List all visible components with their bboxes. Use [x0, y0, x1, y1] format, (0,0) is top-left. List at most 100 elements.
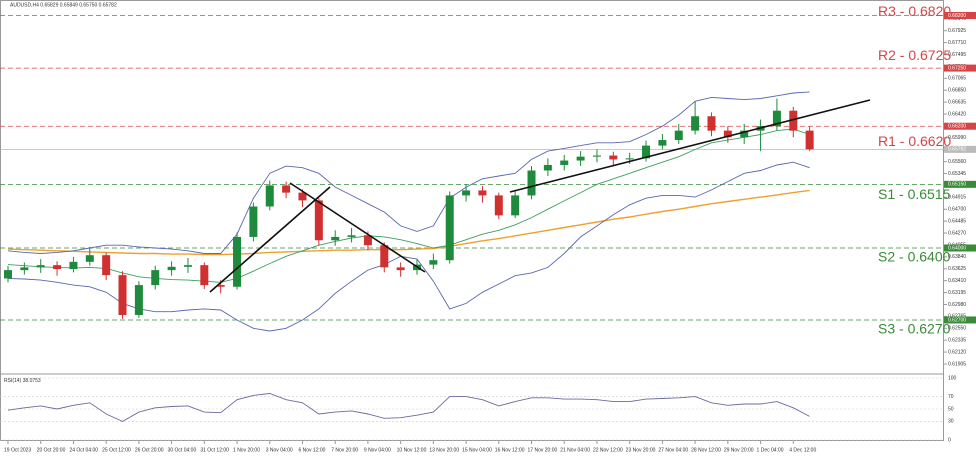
- x-tick-label: 26 Oct 20:00: [135, 447, 164, 453]
- rsi-name: RSI(14): [4, 378, 22, 384]
- y-tick-label: 0.66420: [948, 111, 966, 117]
- level-axis-box: [944, 180, 976, 188]
- candle-body: [805, 130, 814, 150]
- y-tick-label: 0.64485: [948, 218, 966, 224]
- candle-body: [134, 285, 143, 315]
- y-tick-label: 0.62980: [948, 302, 966, 308]
- y-tick-label: 0.64700: [948, 207, 966, 213]
- candle-body: [527, 170, 536, 196]
- y-tick-label: 0.67925: [948, 28, 966, 34]
- rsi-tick-label: 30: [948, 419, 954, 425]
- candle-body: [445, 195, 454, 261]
- level-axis-box: [944, 12, 976, 19]
- candle-body: [118, 275, 127, 315]
- candle-body: [772, 110, 781, 127]
- y-tick-label: 0.68140: [948, 16, 966, 22]
- rsi-tick-label: 50: [948, 406, 954, 412]
- x-tick-label: 27 Nov 04:00: [658, 447, 688, 453]
- candle-body: [20, 267, 29, 271]
- level-label: R1 - 0.6620: [878, 133, 951, 149]
- level-axis-box: [944, 316, 976, 324]
- level-axis-label: 0.67250: [948, 65, 966, 71]
- candle-body: [592, 155, 601, 157]
- candle-body: [282, 185, 291, 193]
- candle-body: [298, 192, 307, 201]
- candle-body: [429, 260, 438, 265]
- x-tick-label: 22 Nov 12:00: [593, 447, 623, 453]
- candle-body: [576, 156, 585, 161]
- candle-body: [102, 255, 111, 276]
- frame: [0, 0, 944, 441]
- y-tick-label: 0.61905: [948, 361, 966, 367]
- indicator-line: [7, 91, 810, 254]
- x-tick-label: 20 Oct 20:00: [37, 447, 66, 453]
- candle-body: [331, 236, 340, 241]
- rsi-value: 38.0753: [23, 378, 41, 384]
- rsi-line: [7, 393, 810, 422]
- candle-body: [609, 155, 618, 160]
- level-label: R3 - 0.6820: [878, 3, 951, 19]
- x-tick-label: 6 Nov 12:00: [298, 447, 325, 453]
- rsi-tick-label: 100: [948, 375, 957, 381]
- level-axis-label: 0.62700: [948, 317, 966, 323]
- x-tick-label: 19 Oct 2023: [4, 447, 31, 453]
- candle-body: [200, 265, 209, 286]
- candle-body: [69, 261, 78, 270]
- candle-body: [789, 110, 798, 131]
- x-tick-label: 13 Nov 20:00: [429, 447, 459, 453]
- level-label: R2 - 0.6725: [878, 47, 951, 63]
- x-tick-label: 4 Dec 12:00: [789, 447, 816, 453]
- y-tick-label: 0.67495: [948, 52, 966, 58]
- candle-body: [53, 265, 62, 270]
- candle-body: [462, 190, 471, 196]
- level-axis-box: [944, 64, 976, 72]
- candle-body: [265, 185, 274, 207]
- candle-body: [740, 130, 749, 138]
- x-tick-label: 1 Dec 04:00: [757, 447, 784, 453]
- candle-body: [85, 255, 94, 262]
- y-tick-label: 0.63410: [948, 278, 966, 284]
- candle-body: [478, 190, 487, 196]
- y-tick-label: 0.67065: [948, 76, 966, 82]
- x-tick-label: 10 Nov 12:00: [397, 447, 427, 453]
- level-label: S2 - 0.6400: [878, 249, 951, 265]
- candle-body: [380, 245, 389, 268]
- candle-body: [511, 195, 520, 216]
- candle-body: [707, 116, 716, 131]
- trend-line: [509, 99, 871, 193]
- candle-body: [363, 235, 372, 246]
- y-tick-label: 0.63840: [948, 254, 966, 260]
- candle-body: [625, 158, 634, 160]
- y-tick-label: 0.62335: [948, 337, 966, 343]
- x-tick-label: 24 Oct 04:00: [69, 447, 98, 453]
- candle-body: [216, 285, 225, 287]
- y-tick-label: 0.63625: [948, 266, 966, 272]
- candle-body: [674, 130, 683, 141]
- x-tick-label: 9 Nov 04:00: [364, 447, 391, 453]
- y-tick-label: 0.62550: [948, 326, 966, 332]
- x-tick-label: 23 Nov 20:00: [626, 447, 656, 453]
- candle-body: [314, 200, 323, 241]
- level-axis-label: 0.65150: [948, 182, 966, 188]
- level-axis-label: 0.66200: [948, 124, 966, 130]
- trend-line: [289, 182, 426, 273]
- x-tick-label: 1 Nov 20:00: [233, 447, 260, 453]
- candle-body: [658, 140, 667, 146]
- y-tick-label: 0.65560: [948, 159, 966, 165]
- level-axis-box: [944, 122, 976, 130]
- y-tick-label: 0.65345: [948, 171, 966, 177]
- rsi-tick-label: 0: [948, 437, 951, 443]
- x-tick-label: 25 Oct 12:00: [102, 447, 131, 453]
- x-tick-label: 16 Nov 12:00: [495, 447, 525, 453]
- candle-body: [723, 130, 732, 138]
- candle-body: [494, 195, 503, 216]
- y-tick-label: 0.63195: [948, 290, 966, 296]
- level-axis-box: [944, 244, 976, 252]
- x-tick-label: 30 Oct 04:00: [168, 447, 197, 453]
- chart-title: AUDUSD,H4 0.65829 0.65849 0.65750 0.6578…: [10, 2, 117, 8]
- indicator-line: [7, 189, 810, 256]
- y-tick-label: 0.65990: [948, 135, 966, 141]
- x-tick-label: 21 Nov 04:00: [560, 447, 590, 453]
- y-tick-label: 0.66635: [948, 99, 966, 105]
